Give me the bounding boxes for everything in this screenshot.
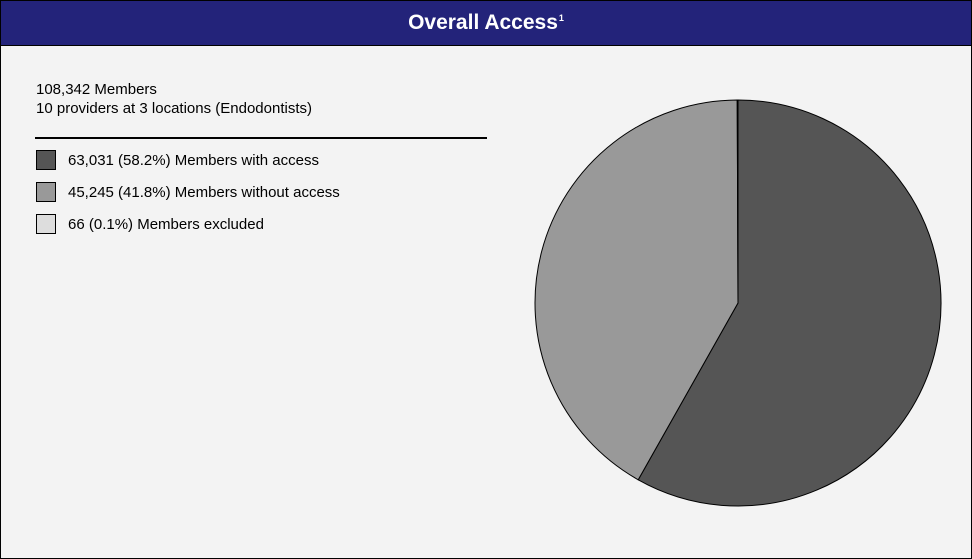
members-count: 108,342 Members [36, 81, 157, 98]
pie-slice-excluded [736, 99, 739, 304]
legend-swatch-with-access [36, 150, 56, 170]
legend-swatch-without-access [36, 182, 56, 202]
footnote-mark: 1 [558, 13, 564, 23]
legend-label-with-access: 63,031 (58.2%) Members with access [68, 151, 319, 169]
legend-item-with-access: 63,031 (58.2%) Members with access [36, 149, 340, 171]
title-bar: Overall Access1 [1, 1, 971, 46]
providers-summary: 10 providers at 3 locations (Endodontist… [36, 100, 312, 117]
legend: 63,031 (58.2%) Members with access 45,24… [36, 149, 340, 245]
legend-swatch-excluded [36, 214, 56, 234]
legend-label-excluded: 66 (0.1%) Members excluded [68, 215, 264, 233]
legend-label-without-access: 45,245 (41.8%) Members without access [68, 183, 340, 201]
chart-title-text: Overall Access [408, 11, 558, 34]
chart-title: Overall Access1 [408, 11, 564, 35]
pie-slice-with-access [637, 99, 942, 507]
legend-item-without-access: 45,245 (41.8%) Members without access [36, 181, 340, 203]
pie-slice-without-access [534, 99, 739, 481]
legend-item-excluded: 66 (0.1%) Members excluded [36, 213, 340, 235]
summary-info: 108,342 Members 10 providers at 3 locati… [36, 80, 312, 118]
divider [35, 137, 487, 139]
